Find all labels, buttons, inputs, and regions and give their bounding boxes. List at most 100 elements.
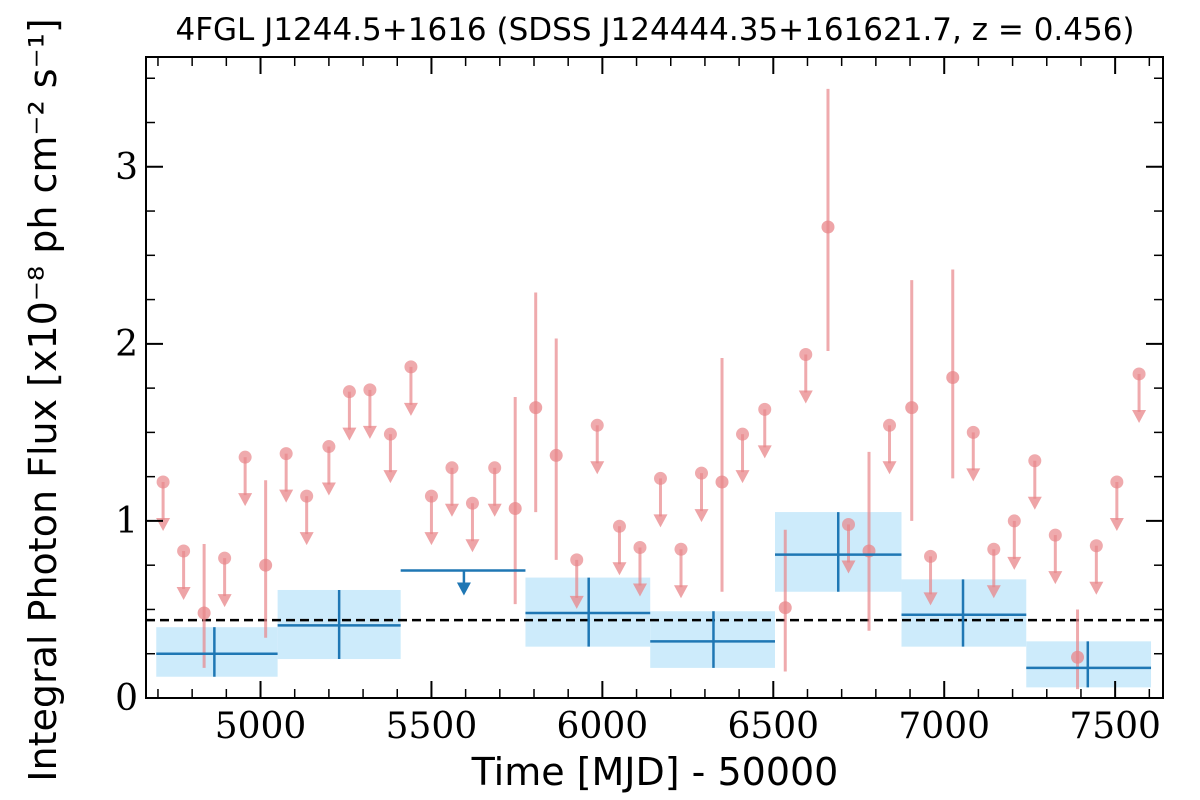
short-bin-upper-limit-arrowhead: [465, 539, 480, 553]
short-bin-upper-limit-point: [177, 544, 191, 558]
short-bin-upper-limit-point: [424, 489, 438, 503]
short-bin-upper-limit-point: [612, 519, 626, 533]
short-bin-upper-limit-arrowhead: [424, 532, 439, 546]
short-bin-upper-limit-arrowhead: [299, 532, 314, 546]
short-bin-upper-limit-point: [590, 418, 604, 432]
short-bin-upper-limit-arrowhead: [321, 482, 336, 496]
short-bin-point: [1071, 650, 1085, 664]
short-bin-upper-limit-arrowhead: [1048, 571, 1063, 585]
short-bin-upper-limit-arrowhead: [966, 468, 981, 482]
short-bin-upper-limit-point: [674, 542, 688, 556]
short-bin-upper-limit-point: [363, 383, 377, 397]
short-bin-upper-limit-arrowhead: [238, 493, 253, 507]
short-bin-upper-limit-point: [841, 517, 855, 531]
short-bin-upper-limit-point: [300, 489, 314, 503]
short-bin-upper-limit-arrowhead: [362, 425, 377, 439]
short-bin-upper-limit-arrowhead: [841, 560, 856, 574]
short-bin-upper-limit-point: [1089, 539, 1103, 553]
short-bin-upper-limit-point: [342, 385, 356, 399]
y-tick-label: 1: [115, 501, 138, 542]
short-bin-upper-limit-arrowhead: [673, 585, 688, 599]
short-bin-upper-limit-point: [465, 496, 479, 510]
short-bin-upper-limit-point: [633, 540, 647, 554]
short-bin-upper-limit-point: [966, 425, 980, 439]
short-bin-point: [197, 606, 211, 620]
x-tick-label: 5500: [386, 706, 478, 747]
x-tick-label: 6000: [557, 706, 649, 747]
chart-title: 4FGL J1244.5+1616 (SDSS J124444.35+16162…: [175, 12, 1134, 48]
plot-area: [146, 88, 1163, 690]
short-bin-upper-limit-point: [695, 466, 709, 480]
short-bin-upper-limit-arrowhead: [798, 390, 813, 404]
short-bin-upper-limit-point: [156, 475, 170, 489]
short-bin-point: [529, 401, 543, 415]
short-bin-upper-limit-arrowhead: [1027, 496, 1042, 510]
short-bin-upper-limit-arrowhead: [444, 503, 459, 517]
x-tick-label: 6500: [727, 706, 819, 747]
y-tick-label: 0: [115, 678, 138, 719]
short-bin-upper-limit-point: [570, 553, 584, 567]
short-bin-upper-limit-point: [1048, 528, 1062, 542]
short-bin-upper-limit-point: [1110, 475, 1124, 489]
plot-frame: [145, 56, 1164, 699]
x-tick-label: 5000: [215, 706, 307, 747]
short-bin-upper-limit-point: [322, 440, 336, 454]
short-bin-upper-limit-point: [1028, 454, 1042, 468]
short-bin-upper-limit-arrowhead: [923, 592, 938, 606]
y-tick-label: 2: [115, 324, 138, 365]
short-bin-upper-limit-arrowhead: [217, 594, 232, 608]
short-bin-point: [778, 601, 792, 615]
axes: 5000 5500 6000 6500 7000 7500 0 1 2 3: [115, 56, 1164, 747]
short-bin-point: [821, 220, 835, 234]
short-bin-upper-limit-point: [218, 551, 232, 565]
short-bin-upper-limit-arrowhead: [653, 514, 668, 528]
short-bin-upper-limit-point: [445, 461, 459, 475]
short-bin-upper-limit-arrowhead: [1007, 556, 1022, 570]
short-bin-upper-limit-point: [736, 427, 750, 441]
short-bin-upper-limit-arrowhead: [612, 562, 627, 576]
short-bin-upper-limit-arrowhead: [632, 583, 647, 597]
short-bin-point: [905, 401, 919, 415]
short-bin-upper-limit-point: [383, 427, 397, 441]
short-bin-upper-limit-arrowhead: [383, 470, 398, 484]
short-bin-upper-limit-arrowhead: [757, 445, 772, 459]
short-bin-upper-limit-arrowhead: [156, 517, 171, 531]
short-bin-upper-limit-arrowhead: [986, 585, 1001, 599]
short-bin-upper-limit-point: [1007, 514, 1021, 528]
short-bin-upper-limit-point: [238, 450, 252, 464]
short-bin-upper-limit-point: [799, 347, 813, 361]
short-bin-point: [715, 475, 729, 489]
short-bin-upper-limit-arrowhead: [487, 503, 502, 517]
short-bin-upper-limit-point: [488, 461, 502, 475]
short-bin-upper-limit-arrowhead: [569, 595, 584, 609]
x-tick-label: 7500: [1069, 706, 1161, 747]
short-bin-upper-limit-arrowhead: [694, 509, 709, 523]
short-bin-upper-limit-point: [404, 360, 418, 374]
long-bin-error-band: [156, 627, 278, 677]
short-bin-point: [259, 558, 273, 572]
short-bin-upper-limit-point: [653, 471, 667, 485]
short-bin-upper-limit-point: [987, 542, 1001, 556]
short-bin-upper-limit-point: [883, 418, 897, 432]
short-bin-upper-limit-arrowhead: [279, 489, 294, 503]
short-bin-upper-limit-arrowhead: [403, 402, 418, 416]
short-bin-upper-limit-point: [1132, 367, 1146, 381]
short-bin-point: [508, 502, 522, 516]
short-bin-upper-limit-arrowhead: [342, 427, 357, 441]
short-bin-upper-limit-arrowhead: [1109, 517, 1124, 531]
x-axis-label: Time [MJD] - 50000: [471, 750, 839, 794]
short-bin-upper-limit-arrowhead: [590, 461, 605, 475]
short-bin-upper-limit-point: [924, 549, 938, 563]
y-tick-label: 3: [115, 147, 138, 188]
short-bin-upper-limit-arrowhead: [176, 587, 191, 601]
short-bin-point: [549, 448, 563, 462]
short-bin-upper-limit-arrowhead: [1089, 581, 1104, 595]
short-bin-upper-limit-arrowhead: [1132, 409, 1147, 423]
short-bin-upper-limit-arrowhead: [882, 461, 897, 475]
y-axis-label: Integral Photon Flux [x10⁻⁸ ph cm⁻² s⁻¹]: [21, 18, 65, 781]
x-tick-label: 7000: [898, 706, 990, 747]
long-bin-upper-limit-arrowhead: [456, 582, 471, 596]
short-bin-upper-limit-point: [279, 447, 293, 461]
short-bin-point: [946, 371, 960, 384]
